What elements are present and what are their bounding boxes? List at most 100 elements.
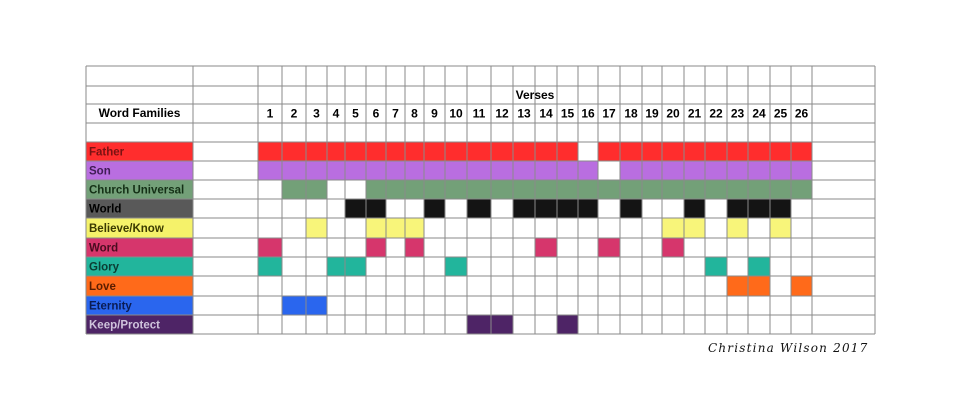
- verse-number-5: 5: [352, 107, 359, 121]
- cell-world-verse-13: [513, 199, 535, 218]
- family-label-glory: Glory: [89, 262, 120, 274]
- cell-world-verse-16: [578, 199, 598, 218]
- verse-number-15: 15: [561, 107, 575, 121]
- cell-father-verse-8: [405, 142, 424, 161]
- verse-number-9: 9: [431, 107, 438, 121]
- cell-father-verse-24: [748, 142, 770, 161]
- family-label-cell-world: [86, 199, 193, 218]
- cell-word-verse-17: [598, 238, 620, 257]
- cell-world-verse-5: [345, 199, 366, 218]
- cell-church-universal-verse-3: [306, 180, 327, 199]
- verse-number-6: 6: [373, 107, 380, 121]
- cell-world-verse-24: [748, 199, 770, 218]
- cell-glory-verse-24: [748, 257, 770, 276]
- verse-number-17: 17: [602, 107, 616, 121]
- cell-church-universal-verse-14: [535, 180, 557, 199]
- cell-father-verse-11: [467, 142, 491, 161]
- verse-number-4: 4: [333, 107, 340, 121]
- cell-son-verse-12: [491, 161, 513, 180]
- verse-number-13: 13: [517, 107, 531, 121]
- cell-world-verse-6: [366, 199, 386, 218]
- cell-son-verse-26: [791, 161, 812, 180]
- cell-son-verse-1: [258, 161, 282, 180]
- cell-church-universal-verse-21: [684, 180, 705, 199]
- family-label-love: Love: [89, 281, 116, 293]
- cell-church-universal-verse-15: [557, 180, 578, 199]
- cell-father-verse-10: [445, 142, 467, 161]
- cell-son-verse-2: [282, 161, 306, 180]
- cell-father-verse-9: [424, 142, 445, 161]
- family-label-cell-word: [86, 238, 193, 257]
- verse-number-3: 3: [313, 107, 320, 121]
- verse-number-18: 18: [624, 107, 638, 121]
- cell-world-verse-23: [727, 199, 748, 218]
- verse-number-26: 26: [795, 107, 809, 121]
- cell-keep-protect-verse-12: [491, 315, 513, 334]
- cell-eternity-verse-3: [306, 296, 327, 315]
- cell-believe-know-verse-7: [386, 218, 405, 238]
- cell-word-verse-1: [258, 238, 282, 257]
- cell-father-verse-25: [770, 142, 791, 161]
- cell-word-verse-6: [366, 238, 386, 257]
- verse-number-2: 2: [291, 107, 298, 121]
- cell-father-verse-26: [791, 142, 812, 161]
- cell-son-verse-14: [535, 161, 557, 180]
- verse-number-19: 19: [645, 107, 659, 121]
- cell-son-verse-7: [386, 161, 405, 180]
- cell-believe-know-verse-20: [662, 218, 684, 238]
- cell-glory-verse-1: [258, 257, 282, 276]
- cell-glory-verse-5: [345, 257, 366, 276]
- cell-father-verse-3: [306, 142, 327, 161]
- family-label-keep-protect: Keep/Protect: [89, 320, 160, 332]
- cell-world-verse-11: [467, 199, 491, 218]
- cell-father-verse-20: [662, 142, 684, 161]
- cell-son-verse-15: [557, 161, 578, 180]
- family-label-cell-father: [86, 142, 193, 161]
- cell-son-verse-8: [405, 161, 424, 180]
- cell-church-universal-verse-7: [386, 180, 405, 199]
- verse-number-16: 16: [581, 107, 595, 121]
- cell-word-verse-8: [405, 238, 424, 257]
- cell-son-verse-10: [445, 161, 467, 180]
- cell-father-verse-7: [386, 142, 405, 161]
- cell-believe-know-verse-25: [770, 218, 791, 238]
- family-label-father: Father: [89, 147, 125, 159]
- cell-father-verse-14: [535, 142, 557, 161]
- family-label-cell-love: [86, 276, 193, 296]
- cell-church-universal-verse-8: [405, 180, 424, 199]
- cell-father-verse-22: [705, 142, 727, 161]
- cell-church-universal-verse-20: [662, 180, 684, 199]
- cell-believe-know-verse-6: [366, 218, 386, 238]
- verse-number-22: 22: [709, 107, 723, 121]
- family-label-believe-know: Believe/Know: [89, 223, 164, 235]
- cell-believe-know-verse-8: [405, 218, 424, 238]
- cell-father-verse-19: [642, 142, 662, 161]
- cell-father-verse-1: [258, 142, 282, 161]
- verse-number-14: 14: [539, 107, 553, 121]
- cell-son-verse-25: [770, 161, 791, 180]
- cell-church-universal-verse-23: [727, 180, 748, 199]
- family-label-word: Word: [89, 243, 118, 255]
- cell-church-universal-verse-11: [467, 180, 491, 199]
- cell-believe-know-verse-21: [684, 218, 705, 238]
- verse-number-20: 20: [666, 107, 680, 121]
- cell-love-verse-24: [748, 276, 770, 296]
- cell-son-verse-13: [513, 161, 535, 180]
- cell-son-verse-22: [705, 161, 727, 180]
- family-label-cell-son: [86, 161, 193, 180]
- cell-church-universal-verse-26: [791, 180, 812, 199]
- verse-number-10: 10: [449, 107, 463, 121]
- cell-son-verse-16: [578, 161, 598, 180]
- cell-father-verse-23: [727, 142, 748, 161]
- cell-son-verse-11: [467, 161, 491, 180]
- cell-father-verse-13: [513, 142, 535, 161]
- cell-world-verse-21: [684, 199, 705, 218]
- cell-father-verse-21: [684, 142, 705, 161]
- verse-number-1: 1: [267, 107, 274, 121]
- cell-church-universal-verse-25: [770, 180, 791, 199]
- cell-love-verse-23: [727, 276, 748, 296]
- cell-church-universal-verse-24: [748, 180, 770, 199]
- cell-church-universal-verse-9: [424, 180, 445, 199]
- cell-father-verse-17: [598, 142, 620, 161]
- family-label-cell-believe-know: [86, 218, 193, 238]
